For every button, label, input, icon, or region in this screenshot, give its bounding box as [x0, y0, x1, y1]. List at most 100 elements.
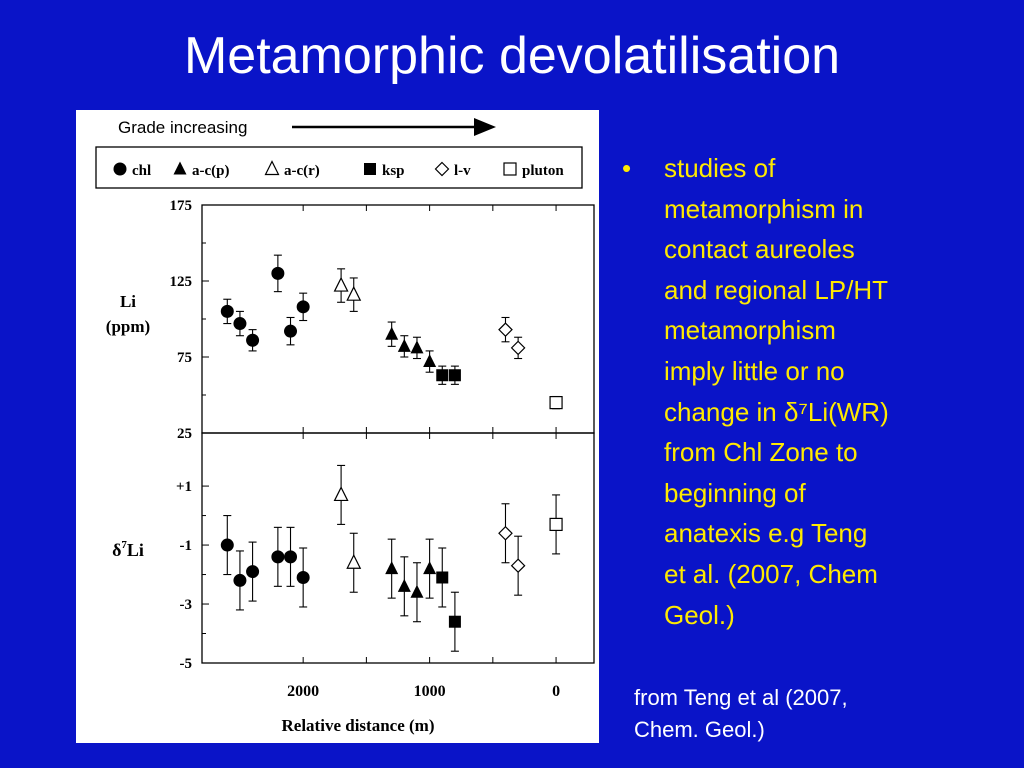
bullet-text: studies of metamorphism in contact aureo…	[664, 153, 889, 630]
point-marker	[220, 538, 234, 552]
series-chl	[220, 515, 310, 611]
legend-marker	[434, 161, 450, 177]
point-marker	[510, 558, 526, 574]
plot-panels: 175 125 75 25 +1 -1 -3 -5	[170, 198, 595, 672]
point-marker	[296, 300, 310, 314]
legend-label: a-c(r)	[284, 163, 320, 179]
point-marker	[284, 324, 298, 338]
x-tick-label: 2000	[287, 683, 319, 700]
legend-box	[95, 146, 583, 189]
y-tick-label: -3	[180, 597, 193, 613]
y-tick-label: +1	[176, 479, 192, 495]
point-marker	[385, 561, 399, 575]
data-point	[346, 532, 362, 593]
x-tick-label: 0	[552, 683, 560, 700]
point-marker	[233, 573, 247, 587]
series-l-v	[498, 316, 526, 360]
point-marker	[397, 338, 411, 352]
data-point	[284, 316, 298, 346]
point-marker	[246, 565, 260, 579]
series-a-c-p-	[385, 538, 437, 623]
legend-label: ksp	[382, 163, 405, 179]
y-tick-label: 75	[177, 350, 192, 366]
point-marker	[346, 285, 362, 301]
legend-item-a-c-p-: a-c(p)	[173, 161, 230, 179]
point-marker	[410, 340, 424, 354]
data-point	[549, 395, 563, 410]
point-marker	[448, 615, 461, 628]
series-l-v	[498, 503, 526, 596]
point-marker	[385, 326, 399, 340]
point-marker	[410, 584, 424, 598]
point-marker	[423, 561, 437, 575]
point-marker	[333, 276, 349, 292]
data-point	[296, 547, 310, 608]
y-tick-label: 175	[170, 198, 193, 214]
point-marker	[233, 317, 247, 331]
legend-item-pluton: pluton	[503, 162, 564, 179]
data-point	[385, 538, 399, 599]
chart-svg: Grade increasing chl a-c(p) a-c(r) ksp l-v pl…	[95, 118, 595, 735]
legend-item-l-v: l-v	[434, 161, 471, 179]
d7li-axis-label: δ7Li	[112, 539, 144, 560]
point-marker	[498, 525, 513, 541]
legend-marker	[264, 160, 280, 176]
series-a-c-p-	[385, 321, 437, 373]
point-marker	[271, 550, 285, 564]
point-marker	[397, 578, 411, 592]
data-point	[296, 292, 310, 322]
point-marker	[549, 517, 563, 532]
data-point	[436, 365, 449, 385]
panel-d7li: +1 -1 -3 -5	[176, 432, 595, 672]
data-point	[284, 526, 298, 587]
data-point	[397, 335, 411, 358]
legend-item-a-c-r-: a-c(r)	[264, 160, 320, 179]
legend-label: chl	[132, 163, 151, 179]
point-marker	[510, 340, 526, 356]
panel-li: 175 125 75 25	[170, 198, 595, 442]
bullet-marker: •	[622, 153, 632, 183]
legend-marker	[364, 163, 376, 175]
y-tick-label: 25	[177, 426, 192, 442]
series-pluton	[549, 494, 563, 555]
y-tick-label: -1	[180, 538, 193, 554]
series-ksp	[436, 547, 461, 652]
data-point	[410, 336, 424, 360]
point-marker	[549, 396, 563, 410]
legend-item-ksp: ksp	[364, 163, 405, 179]
data-point	[423, 350, 437, 373]
data-point	[333, 268, 349, 303]
panel-frame	[201, 432, 595, 664]
data-point	[346, 277, 362, 312]
series-ksp	[436, 365, 461, 385]
data-point	[397, 556, 411, 617]
data-point	[448, 365, 461, 385]
x-tick-label: 1000	[414, 683, 446, 700]
y-tick-label: -5	[180, 656, 193, 672]
point-marker	[423, 354, 437, 368]
data-point	[498, 316, 513, 343]
point-marker	[284, 550, 298, 564]
data-point	[498, 503, 513, 564]
data-point	[436, 547, 449, 608]
source-citation: from Teng et al (2007, Chem. Geol.)	[634, 685, 848, 742]
y-tick-label: 125	[170, 274, 193, 290]
data-point	[549, 494, 563, 555]
legend-marker	[173, 161, 187, 175]
series-a-c-r-	[333, 464, 362, 593]
li-axis-unit: (ppm)	[106, 317, 150, 336]
li-axis-label: Li	[120, 292, 136, 311]
data-point	[233, 310, 247, 337]
point-marker	[436, 571, 449, 584]
series-chl	[220, 254, 310, 352]
data-point	[220, 515, 234, 576]
data-point	[246, 329, 260, 352]
point-marker	[333, 486, 349, 502]
data-point	[271, 254, 285, 293]
data-point	[271, 526, 285, 587]
grade-annotation: Grade increasing	[118, 118, 247, 137]
data-point	[233, 550, 247, 611]
legend-item-chl: chl	[113, 162, 151, 179]
data-point	[510, 336, 526, 360]
x-axis-label: Relative distance (m)	[282, 716, 435, 735]
